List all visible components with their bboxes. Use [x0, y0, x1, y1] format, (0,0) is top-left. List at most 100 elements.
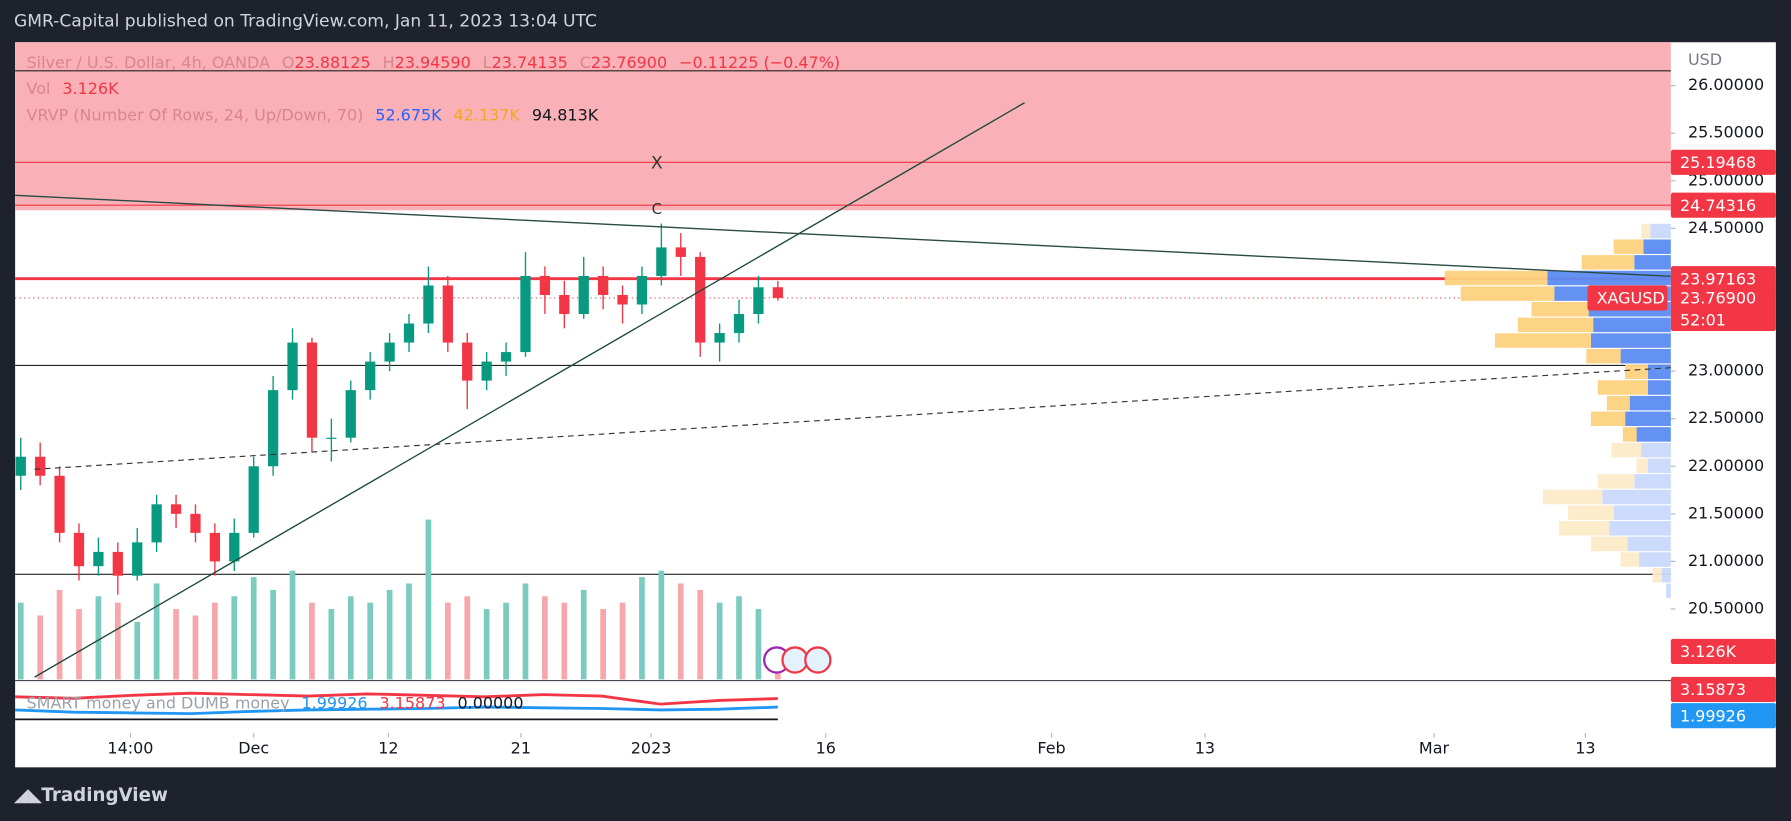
volume-bar [425, 519, 432, 680]
countdown: 52:01 [1680, 310, 1726, 329]
volume-bar [367, 602, 374, 680]
y-tick-label: 21.50000 [1688, 503, 1764, 522]
candle-body [442, 285, 453, 343]
x-tick-label: 2023 [631, 739, 672, 758]
candle-body [229, 532, 240, 562]
volume-bar [309, 602, 315, 680]
candle-body [384, 342, 395, 362]
vrvp-down [1531, 302, 1589, 317]
header-text: GMR-Capital published on TradingView.com… [14, 12, 597, 32]
legend-key: H [383, 52, 395, 71]
axis-label: USD [1688, 50, 1722, 69]
vrvp-up [1661, 567, 1671, 583]
event-icon[interactable] [781, 646, 809, 674]
smart-badge: 3.15873 [1680, 680, 1746, 699]
volume-badge: 3.126K [1680, 642, 1737, 661]
candle-body [15, 456, 26, 476]
level-badge-bg [1670, 149, 1776, 175]
candle-body [345, 390, 356, 438]
vrvp-up [1666, 583, 1671, 599]
candle-body [112, 551, 123, 576]
level-badge-bg [1670, 266, 1776, 292]
volume-bar [755, 609, 762, 680]
volume-bar [658, 570, 665, 680]
legend-title: Silver / U.S. Dollar, 4h, OANDA [27, 52, 270, 71]
candle-body [306, 342, 318, 438]
y-tick-label: 26.00000 [1688, 75, 1764, 94]
smart-line [15, 705, 778, 716]
legend-value: 23.88125 [294, 52, 370, 71]
volume-bar [542, 596, 548, 680]
legend-value: 3.126K [62, 79, 119, 98]
legend-key: O [282, 52, 295, 71]
vrvp-down [1620, 552, 1639, 567]
volume-bar [697, 589, 704, 680]
y-tick-label: 25.00000 [1688, 170, 1764, 189]
candle-body [287, 342, 298, 391]
vrvp-down [1581, 255, 1635, 270]
legend-value: 1.99926 [302, 693, 368, 712]
vrvp-up [1609, 521, 1671, 536]
vrvp-up [1620, 348, 1671, 364]
y-tick-label: 22.50000 [1688, 408, 1764, 427]
candle-body [248, 466, 259, 533]
volume-bar [639, 577, 645, 680]
legend-smart: SMART money and DUMB money 1.99926 3.158… [27, 693, 524, 712]
vrvp-up [1613, 505, 1671, 520]
event-icon[interactable] [804, 646, 832, 674]
volume-bar [736, 596, 742, 680]
volume-bar [483, 609, 490, 680]
candle-body [733, 314, 745, 334]
vrvp-down [1586, 348, 1621, 364]
level-badge: 24.74316 [1680, 196, 1756, 215]
vrvp-up [1590, 333, 1671, 348]
x-tick-label: Mar [1419, 739, 1450, 758]
y-tick-label: 23.00000 [1688, 361, 1764, 380]
vrvp-up [1638, 552, 1671, 567]
volume-bar [114, 602, 121, 680]
candle-body [500, 352, 512, 362]
annotation: X [651, 153, 663, 173]
vrvp-up [1650, 223, 1671, 239]
smart-badge-bg [1670, 703, 1776, 729]
level-badge: 25.19468 [1680, 153, 1756, 172]
volume-bar [270, 589, 276, 680]
candle-body [462, 342, 473, 381]
legend-value: 42.137K [454, 105, 521, 124]
candle-body [636, 275, 648, 305]
candle-body [772, 287, 783, 298]
vrvp-down [1613, 239, 1644, 254]
candle-body [559, 294, 570, 315]
candle-body [190, 513, 201, 533]
candle-body [753, 287, 764, 315]
vrvp-up [1636, 427, 1671, 442]
volume-bar [406, 583, 412, 680]
symbol-badge: XAGUSD [1597, 289, 1665, 308]
candle-body [132, 542, 143, 576]
vrvp-down [1558, 521, 1610, 536]
volume-bar [231, 596, 238, 680]
candle-body [151, 504, 162, 543]
plot: 20.50000 21.00000 21.50000 22.00000 22.50000… [15, 42, 1776, 758]
candle-body [539, 275, 551, 295]
volume-badge-bg [1670, 638, 1776, 664]
vrvp-down [1606, 395, 1630, 411]
candle-body [73, 532, 85, 567]
vrvp-down [1597, 380, 1648, 395]
volume-bar [561, 602, 568, 680]
volume-bar [386, 589, 393, 680]
volume-bar [192, 615, 199, 680]
volume-bar [37, 615, 44, 680]
x-tick-label: 13 [1195, 739, 1215, 758]
vrvp-up [1641, 442, 1671, 458]
symbol-badge-bg [1587, 285, 1668, 311]
level-badge: 23.97163 [1680, 269, 1756, 288]
y-tick-label: 22.00000 [1688, 456, 1764, 475]
volume-bar [503, 602, 509, 680]
vrvp-down [1652, 567, 1662, 583]
candle-body [209, 532, 221, 562]
volume-bar [716, 602, 723, 680]
volume-bar [95, 596, 102, 680]
legend-key: C [580, 52, 591, 71]
vrvp-down [1590, 411, 1626, 427]
